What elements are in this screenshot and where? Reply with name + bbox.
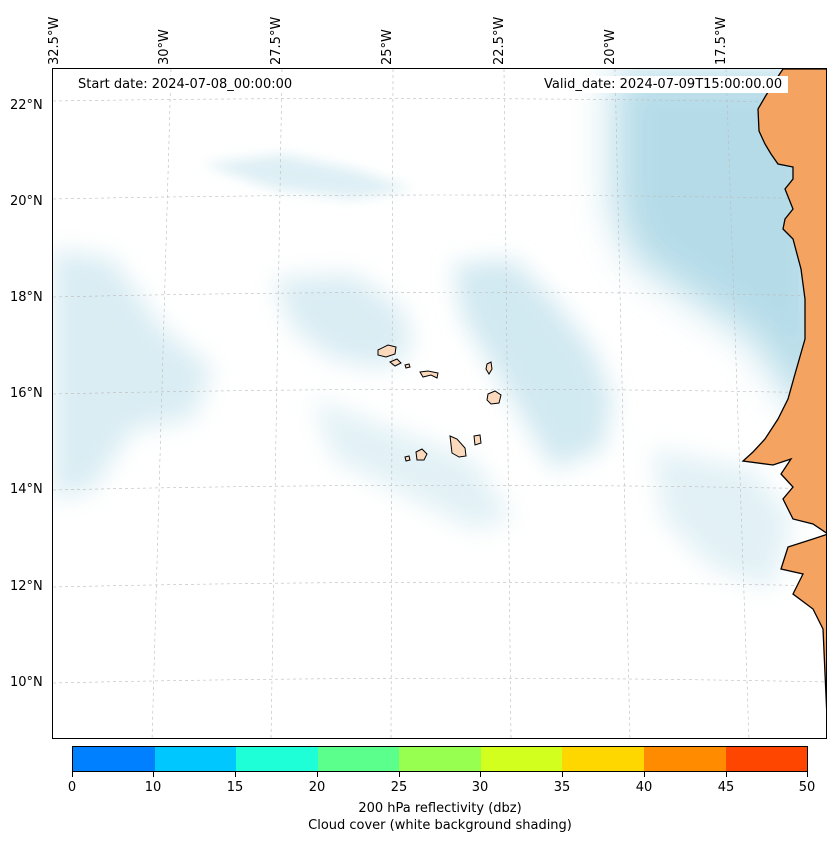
cloud-region-south-east <box>653 449 793 589</box>
colorbar-tick-label: 10 <box>144 780 162 795</box>
colorbar-tick-label: 45 <box>717 780 735 795</box>
gridline-lat-10n <box>53 677 826 684</box>
colorbar-tick-label: 20 <box>308 780 326 795</box>
cloud-cover-shading <box>53 69 826 589</box>
gridline-lon-25w <box>390 69 394 738</box>
graticule <box>53 69 826 738</box>
lon-label-25w: 25°W <box>380 29 395 65</box>
cloud-region-southwest <box>313 399 513 529</box>
lat-label-10n: 10°N <box>10 675 43 690</box>
island-fogo <box>415 448 428 461</box>
lat-label-20n: 20°N <box>10 194 43 209</box>
gridline-lon-20w <box>614 69 631 738</box>
lat-label-14n: 14°N <box>10 482 43 497</box>
lon-label-17-5w: 17.5°W <box>714 16 729 65</box>
start-date-label: Start date: 2024-07-08_00:00:00 <box>72 76 299 93</box>
island-santa-luzia <box>404 363 411 369</box>
lon-label-32-5w: 32.5°W <box>47 16 62 65</box>
island-brava <box>404 455 411 462</box>
reflectivity-colorbar <box>72 746 808 772</box>
lon-label-22-5w: 22.5°W <box>492 16 507 65</box>
gridline-lon-22-5w <box>503 69 512 738</box>
lon-label-20w: 20°W <box>603 29 618 65</box>
map-panel <box>52 68 827 739</box>
colorbar-tick-label: 50 <box>798 780 816 795</box>
lat-label-18n: 18°N <box>10 290 43 305</box>
colorbar-segment-0-10 <box>73 747 155 771</box>
lon-label-27-5w: 27.5°W <box>269 16 284 65</box>
colorbar-tick <box>807 772 808 777</box>
colorbar-tick <box>644 772 645 777</box>
colorbar-segment-30-35 <box>480 747 563 771</box>
island-sao-nicolau <box>419 370 439 379</box>
colorbar-tick-label: 15 <box>226 780 244 795</box>
lat-label-16n: 16°N <box>10 386 43 401</box>
gridline-lat-12n <box>53 581 826 588</box>
colorbar-title: 200 hPa reflectivity (dbz) <box>358 801 522 816</box>
colorbar-tick-label: 35 <box>553 780 571 795</box>
gridline-lon-30w <box>151 69 172 738</box>
lat-label-22n: 22°N <box>10 98 43 113</box>
island-maio <box>473 434 482 446</box>
colorbar-segment-35-40 <box>562 747 644 771</box>
colorbar-tick <box>480 772 481 777</box>
colorbar-segment-10-15 <box>154 747 237 771</box>
island-santo-antao <box>377 344 397 358</box>
cloud-region-north-band <box>203 154 413 199</box>
colorbar-tick <box>317 772 318 777</box>
colorbar-tick <box>235 772 236 777</box>
colorbar-subtitle: Cloud cover (white background shading) <box>308 818 572 833</box>
valid-date-label: Valid_date: 2024-07-09T15:00:00.00 <box>538 76 789 93</box>
lon-label-30w: 30°W <box>157 29 172 65</box>
colorbar-segment-45-50 <box>725 747 808 771</box>
lat-label-12n: 12°N <box>10 579 43 594</box>
colorbar-segment-20-25 <box>317 747 400 771</box>
colorbar-tick <box>726 772 727 777</box>
island-sao-vicente <box>389 358 402 367</box>
colorbar-segment-40-45 <box>643 747 726 771</box>
colorbar-segment-15-20 <box>236 747 318 771</box>
cloud-region-mid <box>273 274 413 369</box>
colorbar-tick-label: 40 <box>635 780 653 795</box>
cloud-region-west <box>53 249 213 499</box>
cloud-region-central <box>453 259 613 469</box>
colorbar-tick <box>153 772 154 777</box>
island-santiago <box>449 435 467 458</box>
colorbar-tick <box>72 772 73 777</box>
colorbar-segment-25-30 <box>399 747 481 771</box>
africa-land <box>741 69 826 711</box>
gridline-lon-17-5w <box>725 69 750 738</box>
colorbar-tick <box>399 772 400 777</box>
map-canvas <box>53 69 826 738</box>
colorbar-tick-label: 30 <box>471 780 489 795</box>
island-sal <box>485 361 493 375</box>
colorbar-tick-label: 25 <box>390 780 408 795</box>
colorbar-tick-label: 0 <box>67 780 77 795</box>
island-boa-vista <box>486 390 502 405</box>
gridline-lon-27-5w <box>270 69 283 738</box>
cloud-region-east <box>613 69 826 428</box>
colorbar-tick <box>562 772 563 777</box>
cape-verde-islands <box>377 344 502 462</box>
